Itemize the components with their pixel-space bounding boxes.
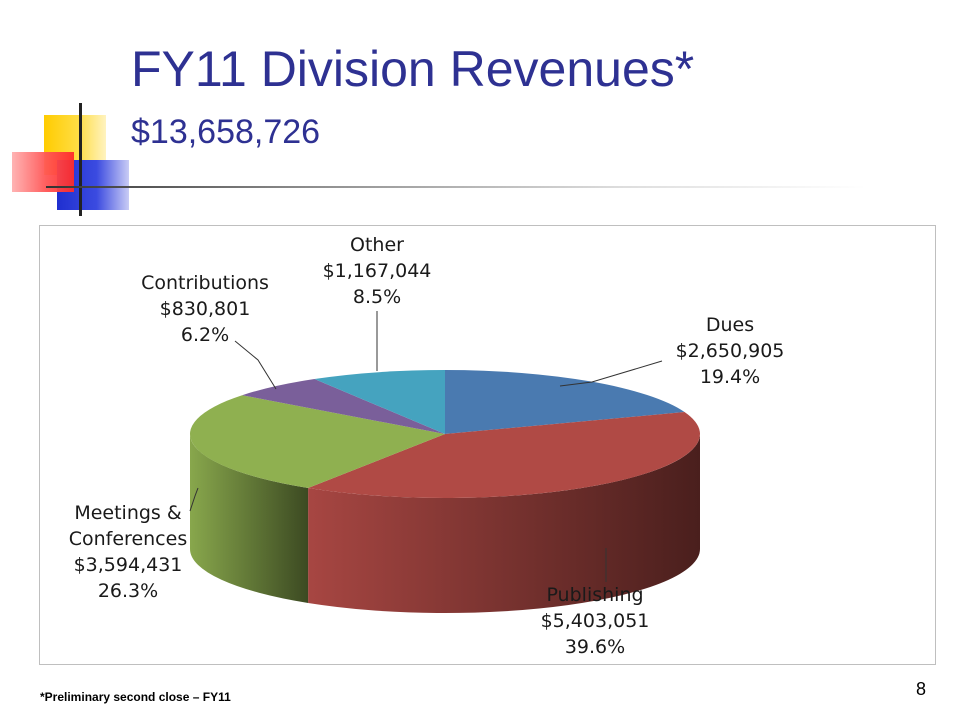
footnote: *Preliminary second close – FY11 — [40, 690, 231, 704]
data-label-other-amount: $1,167,044 — [323, 260, 432, 282]
pie-side-publishing — [308, 434, 700, 613]
pie-side-meetings-conferences — [190, 434, 309, 603]
leader-line-meetings-conferences — [189, 487, 199, 512]
data-label-dues-label: Dues — [706, 314, 754, 336]
pie-slice-other — [314, 370, 445, 434]
decorative-vertical-line — [79, 103, 82, 216]
data-label-dues-percent: 19.4% — [700, 366, 760, 388]
total-revenue: $13,658,726 — [131, 113, 321, 151]
data-label-publishing-amount: $5,403,051 — [541, 610, 650, 632]
pie-slice-dues — [445, 370, 685, 434]
leader-line-dues — [559, 360, 663, 387]
data-label-meetings-conferences-amount: $3,594,431 — [74, 554, 183, 576]
data-label-contributions-amount: $830,801 — [160, 298, 251, 320]
chart-frame: Dues $2,650,905 19.4% Publishing $5,403,051 3… — [39, 225, 936, 665]
page-number: 8 — [916, 679, 927, 699]
data-label-contributions-percent: 6.2% — [181, 324, 229, 346]
data-label-contributions-label: Contributions — [141, 272, 269, 294]
data-label-meetings-conferences-label-1: Meetings & — [74, 502, 182, 524]
title-underline — [46, 186, 866, 188]
data-label-publishing-percent: 39.6% — [565, 636, 625, 658]
pie-slice-contributions — [242, 379, 445, 434]
data-label-meetings-conferences-percent: 26.3% — [98, 580, 158, 602]
data-label-meetings-conferences-label-2: Conferences — [69, 528, 187, 550]
data-label-other-percent: 8.5% — [353, 286, 401, 308]
data-label-publishing-label: Publishing — [546, 584, 643, 606]
decorative-red-square — [12, 152, 74, 192]
data-label-other-label: Other — [350, 234, 404, 256]
pie-slice-publishing — [308, 412, 701, 498]
data-label-dues-amount: $2,650,905 — [676, 340, 785, 362]
pie-chart: Dues $2,650,905 19.4% Publishing $5,403,051 3… — [69, 234, 785, 658]
leader-line-contributions — [234, 340, 277, 390]
pie-slice-meetings-conferences — [190, 395, 445, 488]
slide-title: FY11 Division Revenues* — [131, 41, 695, 97]
